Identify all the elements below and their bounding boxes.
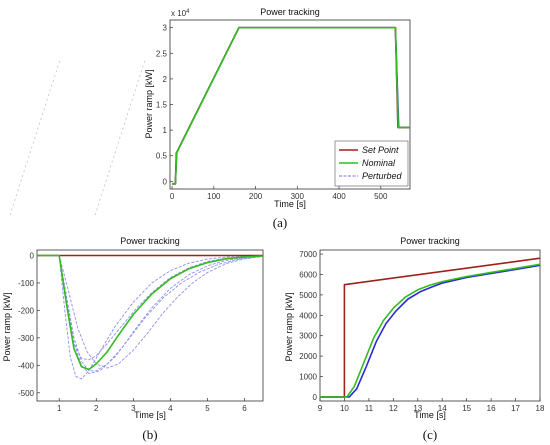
series-line-nominal [37,254,264,371]
legend-a: Set Point Nominal Perturbed [334,140,409,187]
plot-area-c [319,249,541,402]
x-axis-ticks-c: 9 10 11 12 13 14 15 16 17 18 [318,398,545,413]
exponent-label-power-a: 4 [186,9,190,15]
legend-label-nominal: Nominal [362,158,396,168]
y-tick-label-b: -400 [18,361,35,370]
x-axis-ticks-b: 1 2 3 4 5 6 [57,398,247,413]
chart-title-b: Power tracking [120,236,180,246]
y-tick-label-b: -300 [18,334,35,343]
x-axis-label-a: Time [s] [274,199,306,209]
series-line-perturbed [37,255,264,361]
x-tick-label-c: 12 [389,404,398,413]
y-tick-label-a: 0.5 [156,152,168,161]
y-tick-label-c: 5000 [299,291,317,300]
y-tick-label-c: 1000 [299,373,317,382]
x-tick-label-c: 13 [413,404,422,413]
y-tick-label-a: 0 [163,177,168,186]
chart-panel-c: Power tracking 9 10 11 12 13 14 15 16 17 18 0 1000… [284,236,545,442]
x-tick-label-c: 10 [340,404,349,413]
x-tick-label-b: 5 [205,404,210,413]
x-tick-label-c: 17 [511,404,520,413]
plot-area-b [36,249,264,402]
y-axis-label-c: Power ramp [kW] [284,292,294,361]
background-artifacts [9,59,146,216]
chart-panel-b: Power tracking 1 2 3 4 5 6 0 -100 -200 -300 -400 -… [2,236,264,442]
x-tick-label-c: 11 [365,404,374,413]
x-tick-label-b: 1 [57,404,62,413]
x-tick-label-a: 500 [374,192,388,201]
series-line-perturbed [320,264,541,398]
x-axis-label-c: Time [s] [414,410,446,420]
y-tick-label-a: 1.5 [156,101,168,110]
y-tick-label-a: 3 [163,24,168,33]
series-lines-c [320,257,541,398]
x-tick-label-a: 200 [249,192,263,201]
series-lines-b [37,254,264,380]
legend-label-set-point: Set Point [362,145,399,155]
x-axis-label-b: Time [s] [134,410,166,420]
series-line-nominal [171,26,410,185]
series-line-nominal [320,263,541,398]
chart-title-a: Power tracking [260,7,320,17]
series-lines-a [171,26,410,185]
x-tick-label-b: 3 [131,404,136,413]
y-tick-label-c: 2000 [299,352,317,361]
x-tick-label-c: 18 [536,404,545,413]
y-tick-label-b: -100 [18,279,35,288]
y-tick-label-a: 1 [163,126,168,135]
y-tick-label-c: 4000 [299,311,317,320]
series-line-perturbed [37,255,264,374]
x-tick-label-b: 4 [168,404,173,413]
y-tick-label-b: -200 [18,306,35,315]
x-tick-label-c: 15 [462,404,471,413]
y-axis-ticks-a: 0 0.5 1 1.5 2 2.5 3 [156,24,173,186]
y-tick-label-b: -500 [18,389,35,398]
exponent-label-base-a: x 10 [171,9,187,18]
x-tick-label-a: 100 [207,192,221,201]
y-axis-label-b: Power ramp [kW] [2,292,12,361]
y-tick-label-a: 2 [163,75,168,84]
x-tick-label-a: 300 [291,192,305,201]
x-tick-label-c: 9 [318,404,323,413]
y-axis-label-a: Power ramp [kW] [144,69,154,138]
panel-label-a: (a) [273,215,287,230]
y-tick-label-c: 0 [313,393,318,402]
series-line-perturbed [37,255,264,369]
x-tick-label-c: 14 [438,404,447,413]
panel-label-b: (b) [142,427,157,442]
series-line-perturbed [37,255,264,380]
x-tick-label-a: 0 [170,192,175,201]
legend-label-perturbed: Perturbed [362,171,403,181]
x-axis-ticks-a: 0 100 200 300 400 500 [170,186,388,201]
y-tick-label-c: 6000 [299,270,317,279]
y-axis-ticks-b: 0 -100 -200 -300 -400 -500 [18,251,40,398]
x-tick-label-a: 400 [332,192,346,201]
panel-label-c: (c) [423,427,437,442]
y-tick-label-b: 0 [30,251,35,260]
y-tick-label-a: 2.5 [156,49,168,58]
chart-panel-a: Power tracking x 104 0 100 200 300 400 500 00… [144,7,411,230]
y-tick-label-c: 3000 [299,332,317,341]
y-tick-label-c: 7000 [299,250,317,259]
chart-title-c: Power tracking [400,236,460,246]
exponent-label-a: x 104 [171,9,190,18]
x-tick-label-b: 2 [94,404,99,413]
x-tick-label-b: 6 [242,404,247,413]
x-tick-label-c: 16 [487,404,496,413]
y-axis-ticks-c: 0 1000 2000 3000 4000 5000 6000 7000 [299,250,323,402]
